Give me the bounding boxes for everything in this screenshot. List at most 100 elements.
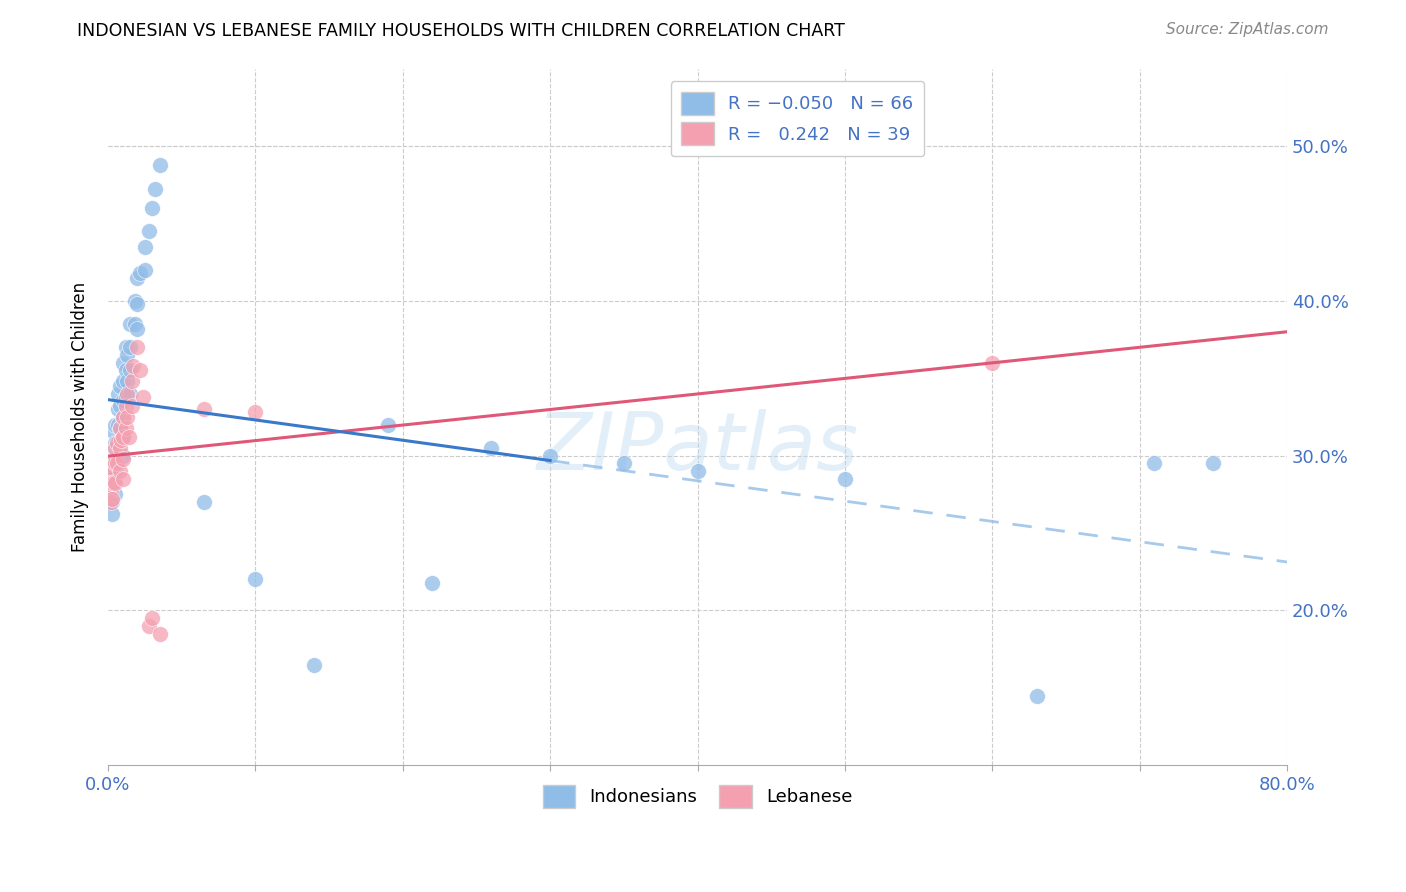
Point	[686, 464, 709, 478]
Point	[127, 297, 149, 311]
Text: ZIPatlas: ZIPatlas	[537, 409, 859, 487]
Point	[111, 451, 134, 466]
Point	[103, 475, 125, 489]
Point	[124, 317, 146, 331]
Point	[104, 451, 127, 466]
Point	[107, 417, 129, 432]
Point	[100, 472, 122, 486]
Point	[111, 449, 134, 463]
Point	[138, 224, 160, 238]
Point	[120, 363, 142, 377]
Point	[104, 441, 127, 455]
Point	[121, 374, 143, 388]
Point	[115, 386, 138, 401]
Point	[834, 472, 856, 486]
Point	[104, 487, 127, 501]
Point	[245, 573, 267, 587]
Point	[101, 470, 124, 484]
Point	[111, 430, 134, 444]
Point	[193, 495, 215, 509]
Point	[107, 456, 129, 470]
Point	[108, 464, 131, 478]
Point	[304, 657, 326, 672]
Point	[101, 483, 124, 497]
Point	[100, 495, 122, 509]
Point	[101, 491, 124, 506]
Point	[111, 409, 134, 424]
Point	[108, 379, 131, 393]
Point	[100, 483, 122, 497]
Point	[100, 495, 122, 509]
Point	[114, 340, 136, 354]
Point	[108, 420, 131, 434]
Point	[111, 374, 134, 388]
Point	[148, 157, 170, 171]
Point	[115, 348, 138, 362]
Point	[111, 430, 134, 444]
Point	[108, 399, 131, 413]
Point	[100, 485, 122, 500]
Point	[377, 417, 399, 432]
Point	[127, 340, 149, 354]
Point	[100, 456, 122, 470]
Point	[103, 425, 125, 440]
Point	[141, 611, 163, 625]
Point	[101, 508, 124, 522]
Point	[141, 201, 163, 215]
Point	[148, 626, 170, 640]
Point	[114, 363, 136, 377]
Y-axis label: Family Households with Children: Family Households with Children	[72, 282, 89, 552]
Point	[479, 441, 502, 455]
Point	[120, 386, 142, 401]
Point	[1025, 689, 1047, 703]
Point	[104, 456, 127, 470]
Point	[111, 392, 134, 407]
Point	[981, 356, 1004, 370]
Legend: Indonesians, Lebanese: Indonesians, Lebanese	[536, 778, 859, 815]
Point	[613, 456, 636, 470]
Point	[111, 472, 134, 486]
Point	[103, 441, 125, 455]
Point	[104, 476, 127, 491]
Point	[1143, 456, 1166, 470]
Point	[104, 417, 127, 432]
Point	[101, 461, 124, 475]
Point	[134, 239, 156, 253]
Point	[114, 399, 136, 413]
Point	[420, 575, 443, 590]
Point	[129, 363, 152, 377]
Point	[143, 182, 166, 196]
Point	[132, 390, 155, 404]
Point	[245, 405, 267, 419]
Point	[108, 441, 131, 455]
Point	[120, 317, 142, 331]
Point	[111, 356, 134, 370]
Point	[117, 430, 139, 444]
Point	[103, 455, 125, 469]
Point	[111, 411, 134, 425]
Point	[104, 464, 127, 478]
Point	[115, 409, 138, 424]
Point	[114, 420, 136, 434]
Point	[121, 399, 143, 413]
Point	[127, 270, 149, 285]
Point	[101, 495, 124, 509]
Point	[115, 374, 138, 388]
Point	[100, 476, 122, 491]
Point	[107, 402, 129, 417]
Point	[101, 476, 124, 491]
Point	[108, 420, 131, 434]
Point	[124, 293, 146, 308]
Point	[1202, 456, 1225, 470]
Point	[538, 449, 561, 463]
Point	[122, 359, 145, 373]
Point	[103, 455, 125, 469]
Point	[103, 472, 125, 486]
Text: Source: ZipAtlas.com: Source: ZipAtlas.com	[1166, 22, 1329, 37]
Point	[105, 436, 128, 450]
Point	[129, 266, 152, 280]
Point	[134, 262, 156, 277]
Point	[110, 433, 132, 447]
Point	[138, 619, 160, 633]
Point	[114, 390, 136, 404]
